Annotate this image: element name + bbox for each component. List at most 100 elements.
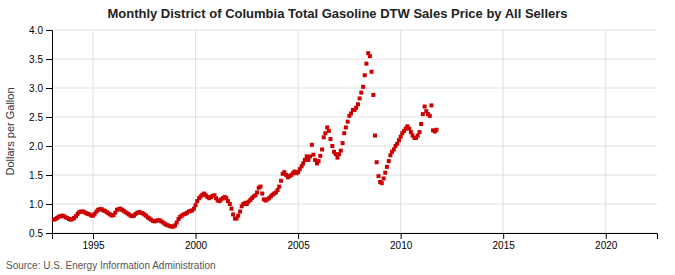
point bbox=[375, 160, 379, 164]
point bbox=[318, 154, 322, 158]
source-annotation: Source: U.S. Energy Information Administ… bbox=[6, 260, 216, 271]
y-axis-title: Dollars per Gallon bbox=[4, 87, 16, 175]
point bbox=[339, 149, 343, 153]
x-axis-tick-mark bbox=[298, 233, 299, 239]
x-axis-tick: 2000 bbox=[185, 233, 208, 251]
point bbox=[416, 134, 420, 138]
x-axis-tick-label: 2015 bbox=[493, 240, 516, 251]
point bbox=[356, 102, 360, 106]
point bbox=[421, 112, 425, 116]
point bbox=[308, 154, 312, 158]
y-axis-tick-mark bbox=[46, 146, 52, 147]
grid-line-x bbox=[605, 30, 606, 233]
point bbox=[335, 156, 339, 160]
point bbox=[327, 129, 331, 133]
point bbox=[428, 114, 432, 118]
point bbox=[407, 127, 411, 131]
point bbox=[236, 214, 240, 218]
x-axis-tick-label: 2010 bbox=[390, 240, 413, 251]
y-axis-tick: 3.0 bbox=[29, 83, 52, 94]
point bbox=[238, 210, 242, 214]
point bbox=[323, 131, 327, 135]
point bbox=[429, 103, 433, 107]
y-axis-tick-label: 3.0 bbox=[29, 83, 43, 94]
point bbox=[330, 144, 334, 148]
y-axis-tick-mark bbox=[46, 88, 52, 89]
x-axis-tick: 2020 bbox=[595, 233, 618, 251]
point bbox=[231, 212, 235, 216]
point bbox=[194, 203, 198, 207]
point bbox=[392, 147, 396, 151]
point bbox=[260, 192, 264, 196]
point bbox=[341, 141, 345, 145]
x-axis-tick-label: 1995 bbox=[82, 240, 105, 251]
y-axis-tick-label: 0.5 bbox=[29, 228, 43, 239]
y-axis-tick-label: 4.0 bbox=[29, 25, 43, 36]
y-axis-tick: 0.5 bbox=[29, 228, 52, 239]
grid-line-y bbox=[52, 117, 657, 118]
grid-line-y bbox=[52, 59, 657, 60]
x-axis-tick-label: 2020 bbox=[595, 240, 618, 251]
y-axis-tick-mark bbox=[46, 175, 52, 176]
point bbox=[276, 188, 280, 192]
point bbox=[255, 190, 259, 194]
point bbox=[325, 125, 329, 129]
point bbox=[303, 158, 307, 162]
point bbox=[395, 142, 399, 146]
point bbox=[373, 134, 377, 138]
x-axis-tick-mark bbox=[196, 233, 197, 239]
y-axis-tick-mark bbox=[46, 30, 52, 31]
y-axis-tick-label: 2.0 bbox=[29, 141, 43, 152]
point bbox=[306, 158, 310, 162]
point bbox=[175, 221, 179, 225]
point bbox=[329, 137, 333, 141]
y-axis-tick-mark bbox=[46, 233, 52, 234]
x-axis-tick-mark bbox=[93, 233, 94, 239]
grid-line-y bbox=[52, 146, 657, 147]
point bbox=[301, 161, 305, 165]
point bbox=[387, 159, 391, 163]
point bbox=[359, 91, 363, 95]
grid-line-y bbox=[52, 88, 657, 89]
point bbox=[363, 73, 367, 77]
point bbox=[337, 152, 341, 156]
point bbox=[364, 62, 368, 66]
point bbox=[277, 185, 281, 189]
x-axis-tick-label: 2005 bbox=[287, 240, 310, 251]
point bbox=[229, 207, 233, 211]
x-axis-tick-mark bbox=[401, 233, 402, 239]
point bbox=[346, 120, 350, 124]
point bbox=[311, 153, 315, 157]
point bbox=[310, 143, 314, 147]
y-axis-tick-label: 1.0 bbox=[29, 199, 43, 210]
grid-line-x bbox=[298, 30, 299, 233]
grid-line-y bbox=[52, 175, 657, 176]
point bbox=[192, 207, 196, 211]
point bbox=[376, 174, 380, 178]
y-axis-tick: 1.0 bbox=[29, 199, 52, 210]
point bbox=[358, 96, 362, 100]
y-axis-tick: 2.5 bbox=[29, 112, 52, 123]
x-axis-tick: 2005 bbox=[287, 233, 310, 251]
x-axis: 1995 2000 2005 2010 2015 2020 bbox=[53, 233, 658, 251]
point bbox=[320, 147, 324, 151]
point bbox=[228, 202, 232, 206]
x-axis-tick: 2010 bbox=[390, 233, 413, 251]
point bbox=[322, 135, 326, 139]
y-axis-tick: 3.5 bbox=[29, 54, 52, 65]
point bbox=[397, 138, 401, 142]
point bbox=[409, 130, 413, 134]
plot-area: 1995200020052010201520200.51.01.52.02.53… bbox=[29, 25, 657, 251]
y-axis-tick: 4.0 bbox=[29, 25, 52, 36]
point bbox=[342, 131, 346, 135]
grid bbox=[52, 30, 657, 233]
x-axis-tick-mark bbox=[503, 233, 504, 239]
point bbox=[382, 176, 386, 180]
point bbox=[279, 179, 283, 183]
point bbox=[399, 135, 403, 139]
points bbox=[52, 51, 439, 228]
y-axis-tick-mark bbox=[46, 204, 52, 205]
grid-line-y bbox=[52, 204, 657, 205]
chart: 1995200020052010201520200.51.01.52.02.53… bbox=[0, 0, 675, 275]
point bbox=[344, 125, 348, 129]
